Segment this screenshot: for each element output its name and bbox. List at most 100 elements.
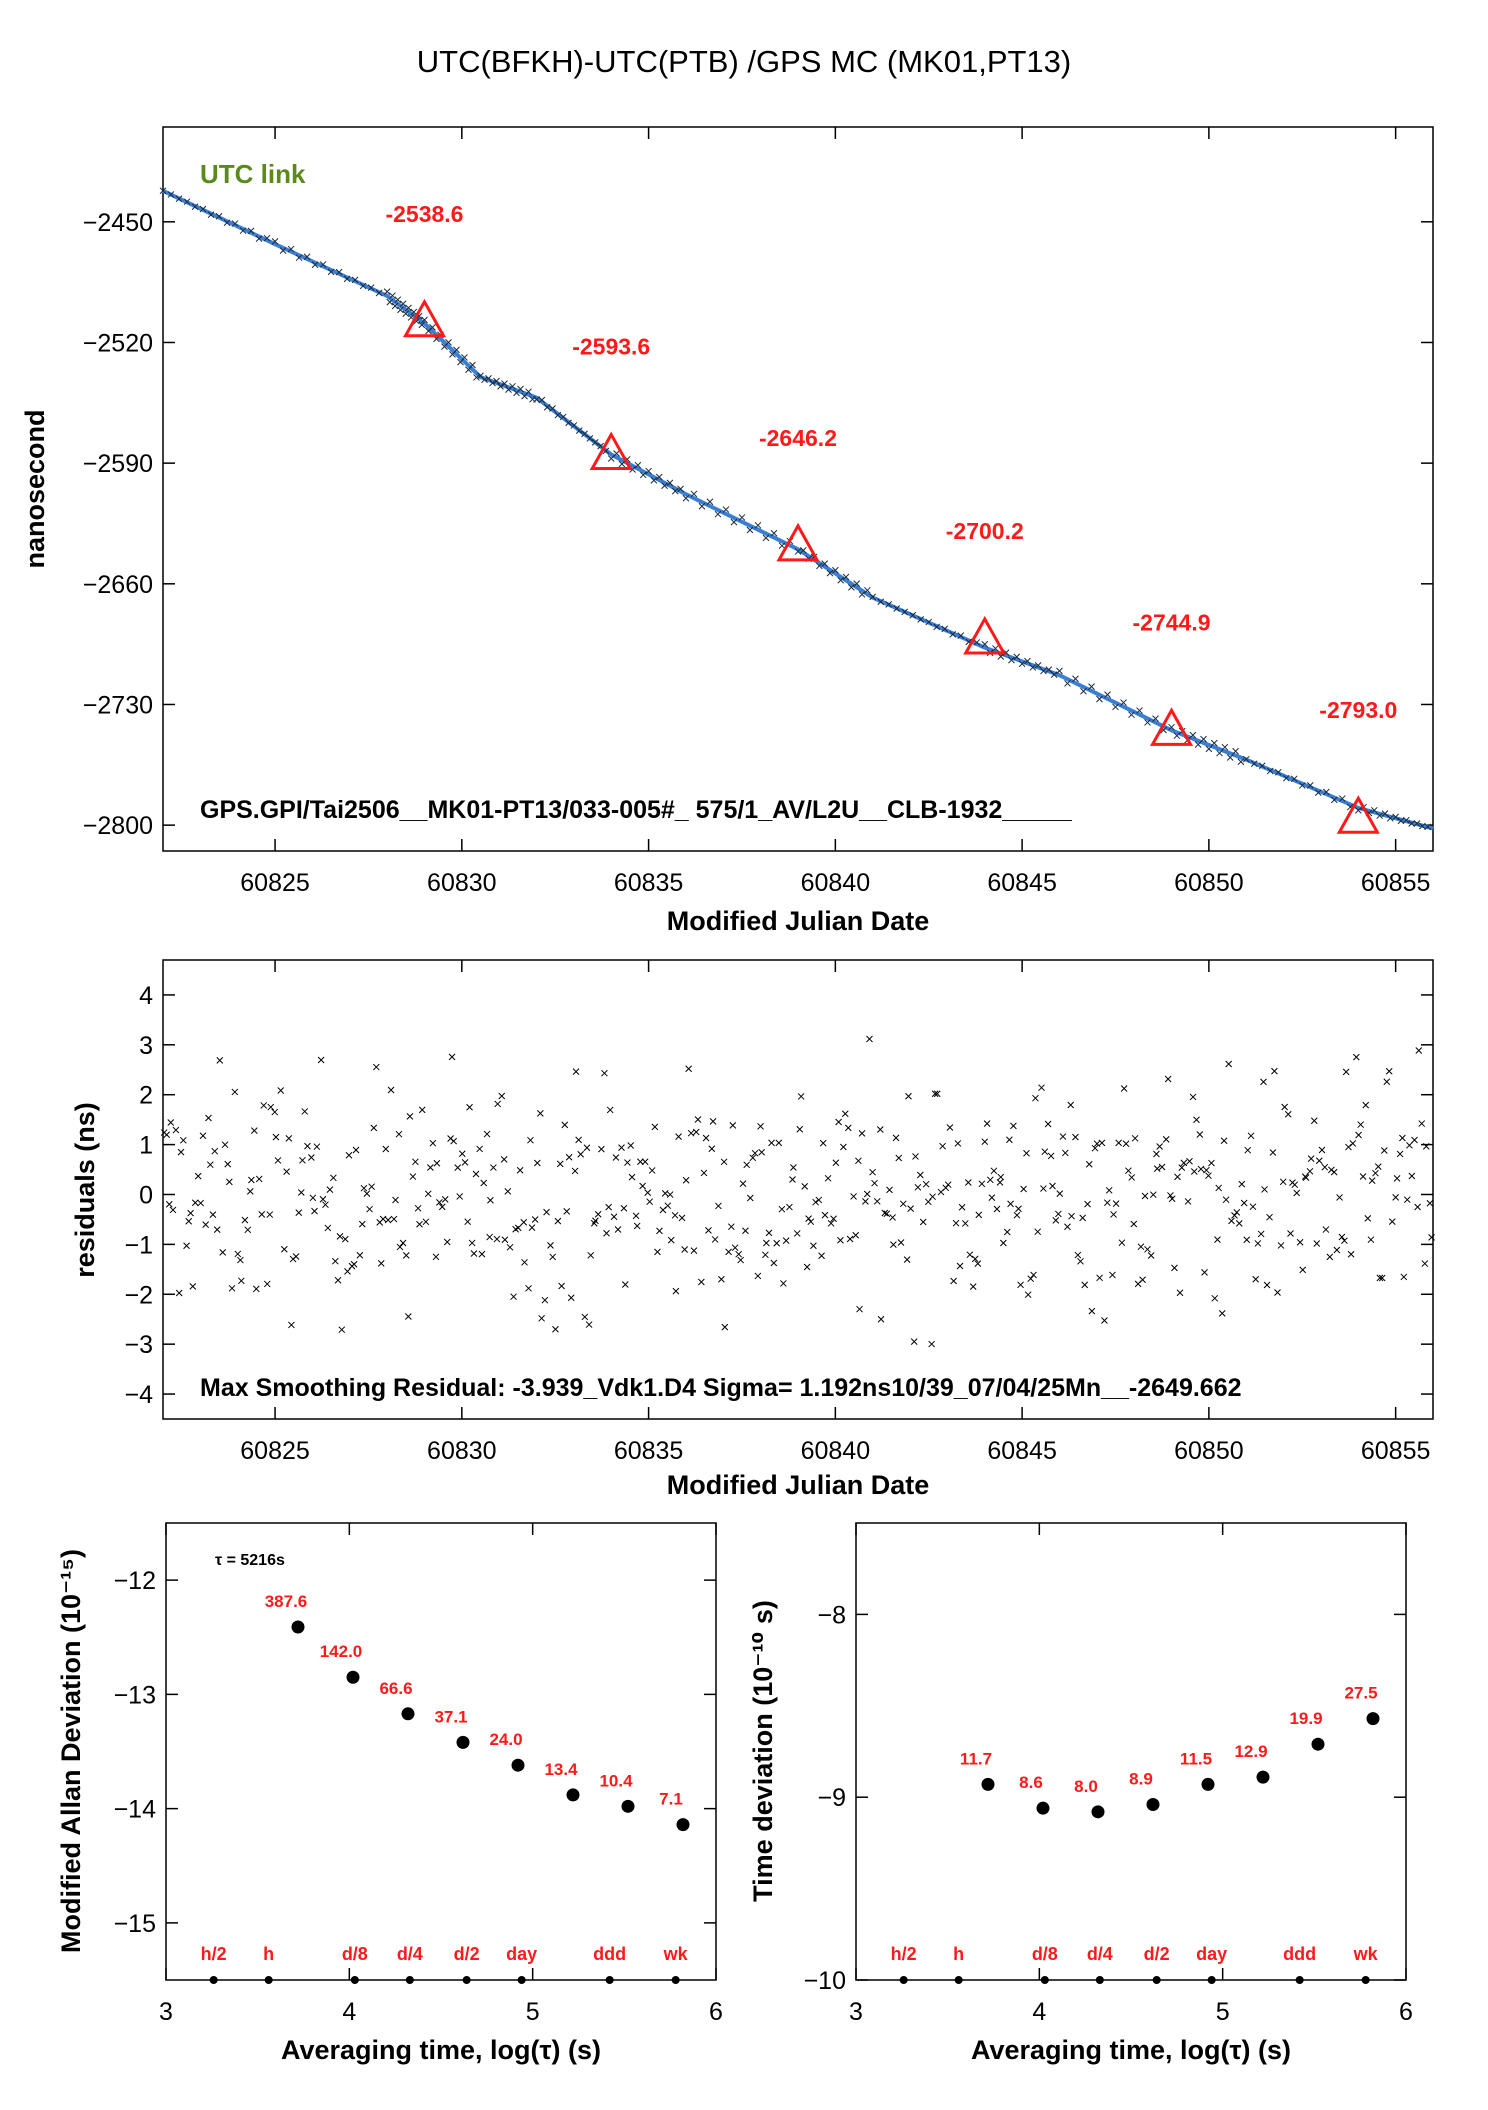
residual-point [1013, 1211, 1021, 1219]
residual-point [873, 1197, 881, 1205]
timeseries-point [981, 640, 989, 648]
residual-point [324, 1224, 332, 1232]
residual-point [773, 1239, 781, 1247]
residual-point [641, 1158, 649, 1166]
residual-point [1115, 1139, 1123, 1147]
residual-point [395, 1130, 403, 1138]
residual-point [1059, 1133, 1067, 1140]
timeseries-point [885, 601, 893, 608]
residual-point [1193, 1116, 1200, 1124]
timeseries-point [554, 411, 562, 419]
residual-point [778, 1205, 786, 1213]
residual-point [556, 1160, 564, 1168]
residual-point [709, 1117, 717, 1125]
timeseries-point [917, 616, 925, 623]
timeseries-point [869, 593, 877, 601]
timeseries-point [543, 403, 551, 411]
residual-point [326, 1186, 334, 1193]
timeseries-point [933, 623, 941, 631]
residual-point [468, 1239, 476, 1247]
timeseries-point [1282, 774, 1290, 782]
residual-point [844, 1124, 852, 1132]
residual-point [971, 1255, 979, 1263]
residual-point [1023, 1149, 1030, 1157]
residual-point [581, 1313, 589, 1321]
timeseries-point [295, 254, 303, 262]
residual-point [510, 1293, 517, 1301]
residual-point [313, 1143, 321, 1151]
residual-point [1061, 1149, 1069, 1157]
residual-point [565, 1153, 573, 1161]
mdev-point [346, 1670, 360, 1684]
residual-point [1215, 1184, 1223, 1192]
residual-point [1396, 1150, 1404, 1158]
timeseries-point [655, 473, 663, 481]
residual-point [1428, 1233, 1435, 1241]
residual-point [929, 1193, 936, 1201]
residual-point [768, 1139, 775, 1147]
residual-point [939, 1142, 946, 1150]
residual-point [1081, 1281, 1089, 1289]
residual-point [863, 1190, 871, 1198]
residual-point [1077, 1257, 1084, 1265]
residual-point [1302, 1174, 1310, 1181]
residual-point [538, 1314, 545, 1322]
residual-point [694, 1116, 702, 1123]
residuals-xtick-label: 60855 [1361, 1437, 1431, 1465]
timeseries-xtick-label: 60840 [801, 869, 871, 897]
residual-point [697, 1278, 705, 1286]
timeseries-point [375, 289, 383, 297]
mdev-point-label: 387.6 [265, 1592, 308, 1611]
residual-point [466, 1103, 473, 1111]
residual-point [541, 1296, 549, 1304]
residual-point [487, 1196, 494, 1204]
residual-point [1128, 1174, 1136, 1181]
residual-point [165, 1200, 173, 1208]
residual-point [1313, 1240, 1321, 1247]
residual-point [1144, 1245, 1151, 1253]
residual-point [672, 1287, 680, 1295]
tdev-frame [855, 1522, 1407, 1981]
residual-point [950, 1277, 957, 1285]
residual-point [177, 1148, 185, 1156]
residual-point [370, 1124, 378, 1132]
residual-point [648, 1167, 656, 1174]
residuals-ytick-label: 4 [139, 982, 153, 1010]
tdev-ytick-label: −10 [804, 1967, 846, 1995]
residual-point [1068, 1212, 1075, 1220]
residual-point [167, 1119, 175, 1126]
timeseries-point [359, 282, 367, 290]
residual-point [1257, 1230, 1265, 1238]
timeseries-point [706, 498, 714, 506]
residual-point [416, 1220, 423, 1228]
residual-point [1171, 1264, 1178, 1272]
residual-point [681, 1246, 689, 1253]
timeseries-point [505, 386, 512, 393]
residual-point [1003, 1228, 1011, 1236]
residual-point [905, 1092, 912, 1100]
timeseries-point [1096, 695, 1103, 703]
timeseries-point [418, 321, 426, 329]
smoothing-value-label: -2744.9 [1133, 609, 1211, 635]
residual-point [244, 1226, 252, 1234]
residual-point [1189, 1093, 1197, 1101]
residual-point [997, 1173, 1005, 1181]
residual-point [675, 1133, 682, 1140]
residual-point [191, 1199, 199, 1207]
residual-point [897, 1239, 905, 1246]
residual-point [345, 1151, 353, 1159]
residual-point [858, 1130, 866, 1137]
timeseries-point [671, 487, 679, 495]
mdev-tau-mark-label: h/2 [201, 1944, 227, 1964]
residual-point [441, 1195, 449, 1203]
residual-point [770, 1259, 778, 1267]
timeseries-point [215, 212, 223, 220]
residual-point [705, 1227, 712, 1234]
timeseries-point [1136, 707, 1143, 714]
residual-point [366, 1205, 373, 1213]
residual-point [780, 1280, 787, 1287]
residual-point [461, 1158, 469, 1166]
residual-point [1190, 1168, 1198, 1175]
residual-point [958, 1203, 966, 1211]
residual-point [837, 1236, 844, 1244]
